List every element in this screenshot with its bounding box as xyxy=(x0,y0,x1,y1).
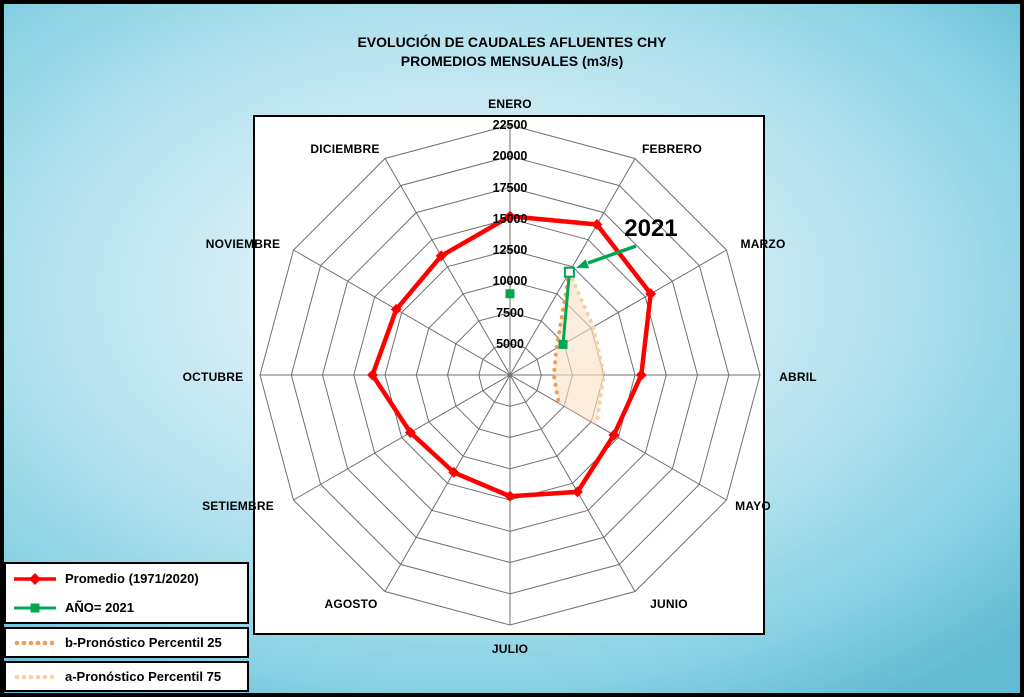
legend-label-percentil-25: b-Pronóstico Percentil 25 xyxy=(65,635,222,650)
legend-item-percentil-75: a-Pronóstico Percentil 75 xyxy=(6,663,247,690)
legend-item-ano-2021: AÑO= 2021 xyxy=(6,593,247,622)
series-promedio-line xyxy=(370,214,653,499)
legend-item-promedio: Promedio (1971/2020) xyxy=(6,564,247,593)
chart-title-line1: EVOLUCIÓN DE CAUDALES AFLUENTES CHY xyxy=(357,34,667,50)
series-promedio-markers xyxy=(367,210,657,502)
radar-grid xyxy=(259,124,761,626)
annotation-2021: 2021 xyxy=(624,215,678,242)
legend-label-ano-2021: AÑO= 2021 xyxy=(65,600,135,615)
series-pronostico-percentil-25 xyxy=(551,270,572,406)
marker-2021 xyxy=(505,289,515,299)
ano-2021-line-marker-icon xyxy=(14,603,56,612)
chart-legend: Promedio (1971/2020) AÑO= 2021 b-Pronóst… xyxy=(4,562,249,695)
annotation-arrow xyxy=(576,244,637,269)
promedio-line-marker-icon xyxy=(14,572,56,585)
series-pronostico-percentil-75 xyxy=(567,270,606,427)
percentil-25-dots-icon xyxy=(14,640,55,645)
chart-title-line2: PROMEDIOS MENSUALES (m3/s) xyxy=(400,53,624,69)
legend-label-percentil-75: a-Pronóstico Percentil 75 xyxy=(65,669,222,684)
marker-2021-highlight xyxy=(563,266,575,278)
marker-2021 xyxy=(558,339,568,349)
series-ano-2021 xyxy=(505,266,575,349)
legend-item-percentil-25: b-Pronóstico Percentil 25 xyxy=(6,629,247,656)
legend-box-percentil-75: a-Pronóstico Percentil 75 xyxy=(4,661,249,692)
legend-box-main: Promedio (1971/2020) AÑO= 2021 xyxy=(4,562,249,624)
chart-title: EVOLUCIÓN DE CAUDALES AFLUENTES CHY PROM… xyxy=(0,33,1024,71)
legend-box-percentil-25: b-Pronóstico Percentil 25 xyxy=(4,627,249,658)
legend-label-promedio: Promedio (1971/2020) xyxy=(65,571,199,586)
percentil-75-dots-icon xyxy=(14,674,55,679)
